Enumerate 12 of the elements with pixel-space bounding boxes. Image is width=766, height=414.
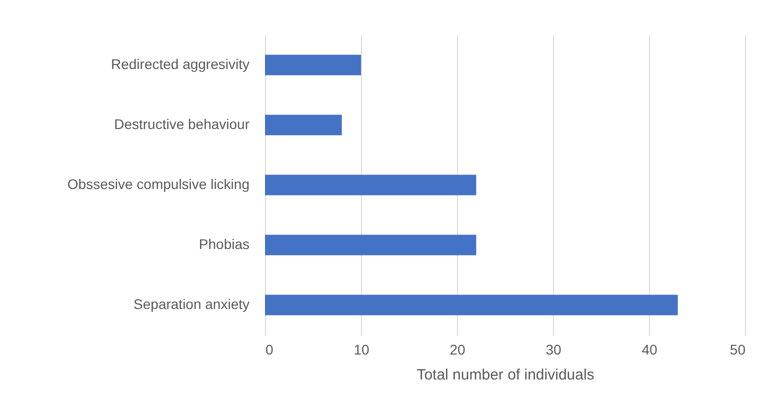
y-tick-label: Phobias: [198, 236, 250, 252]
x-tick-label: 10: [354, 342, 370, 358]
x-tick-label: 20: [450, 342, 466, 358]
x-tick-label: 30: [546, 342, 562, 358]
x-tick-label: 0: [266, 342, 274, 358]
x-tick-label: 40: [642, 342, 658, 358]
y-tick-label: Separation anxiety: [134, 296, 250, 312]
x-tick-label: 50: [730, 342, 746, 358]
y-tick-label: Obssesive compulsive licking: [67, 176, 250, 192]
y-tick-label: Redirected aggresivity: [110, 56, 250, 72]
y-tick-label: Destructive behaviour: [114, 116, 250, 132]
x-axis-title: Total number of individuals: [416, 366, 594, 384]
